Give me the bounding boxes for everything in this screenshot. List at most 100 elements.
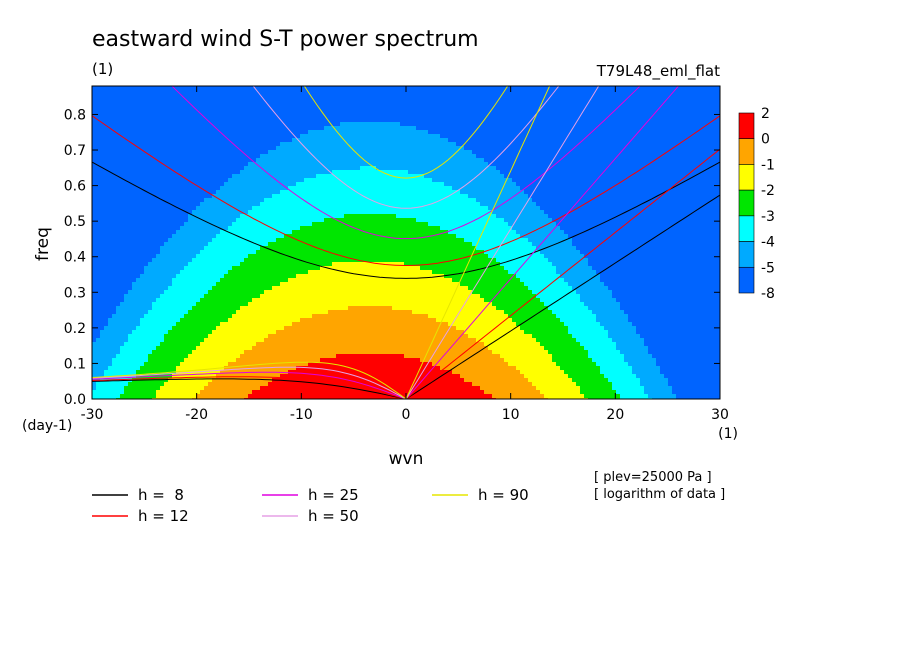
heatmap-cell — [312, 370, 317, 375]
heatmap-cell — [96, 258, 101, 263]
heatmap-cell — [96, 150, 101, 155]
heatmap-cell — [176, 134, 181, 139]
heatmap-cell — [212, 102, 217, 107]
heatmap-cell — [164, 286, 169, 291]
heatmap-cell — [256, 302, 261, 307]
heatmap-cell — [260, 318, 265, 323]
heatmap-cell — [308, 306, 313, 311]
heatmap-cell — [228, 94, 233, 99]
heatmap-cell — [224, 162, 229, 167]
heatmap-cell — [268, 130, 273, 135]
heatmap-cell — [336, 314, 341, 319]
heatmap-cell — [264, 338, 269, 343]
heatmap-cell — [128, 114, 133, 119]
heatmap-cell — [192, 242, 197, 247]
heatmap-cell — [264, 130, 269, 135]
heatmap-cell — [164, 218, 169, 223]
heatmap-cell — [300, 122, 305, 127]
heatmap-cell — [116, 218, 121, 223]
heatmap-cell — [224, 386, 229, 391]
heatmap-cell — [188, 218, 193, 223]
heatmap-cell — [228, 222, 233, 227]
heatmap-cell — [332, 150, 337, 155]
heatmap-cell — [168, 178, 173, 183]
heatmap-cell — [320, 198, 325, 203]
heatmap-cell — [124, 346, 129, 351]
heatmap-cell — [240, 302, 245, 307]
heatmap-cell — [248, 110, 253, 115]
heatmap-cell — [240, 330, 245, 335]
heatmap-cell — [160, 302, 165, 307]
heatmap-cell — [264, 166, 269, 171]
heatmap-cell — [268, 262, 273, 267]
heatmap-cell — [244, 322, 249, 327]
heatmap-cell — [192, 262, 197, 267]
heatmap-cell — [336, 138, 341, 143]
heatmap-cell — [272, 174, 277, 179]
heatmap-cell — [124, 106, 129, 111]
heatmap-cell — [276, 366, 281, 371]
heatmap-cell — [92, 382, 97, 387]
heatmap-cell — [112, 382, 117, 387]
heatmap-cell — [216, 218, 221, 223]
heatmap-cell — [192, 166, 197, 171]
heatmap-cell — [132, 258, 137, 263]
heatmap-cell — [132, 262, 137, 267]
heatmap-cell — [220, 350, 225, 355]
heatmap-cell — [228, 102, 233, 107]
heatmap-cell — [204, 326, 209, 331]
heatmap-cell — [140, 246, 145, 251]
heatmap-cell — [132, 330, 137, 335]
heatmap-cell — [268, 218, 273, 223]
heatmap-cell — [216, 282, 221, 287]
heatmap-cell — [180, 250, 185, 255]
heatmap-cell — [172, 218, 177, 223]
heatmap-cell — [124, 110, 129, 115]
heatmap-cell — [224, 346, 229, 351]
heatmap-cell — [316, 130, 321, 135]
heatmap-cell — [248, 254, 253, 259]
heatmap-cell — [280, 298, 285, 303]
heatmap-cell — [128, 94, 133, 99]
heatmap-cell — [296, 270, 301, 275]
heatmap-cell — [208, 266, 213, 271]
heatmap-cell — [164, 250, 169, 255]
heatmap-cell — [108, 202, 113, 207]
heatmap-cell — [232, 306, 237, 311]
heatmap-cell — [192, 238, 197, 243]
heatmap-cell — [280, 214, 285, 219]
heatmap-cell — [248, 346, 253, 351]
heatmap-cell — [100, 382, 105, 387]
heatmap-cell — [164, 334, 169, 339]
heatmap-cell — [164, 214, 169, 219]
heatmap-cell — [292, 162, 297, 167]
heatmap-cell — [128, 390, 133, 395]
heatmap-cell — [260, 326, 265, 331]
heatmap-cell — [220, 206, 225, 211]
heatmap-cell — [132, 266, 137, 271]
heatmap-cell — [120, 210, 125, 215]
heatmap-cell — [224, 322, 229, 327]
heatmap-cell — [96, 114, 101, 119]
heatmap-cell — [232, 242, 237, 247]
heatmap-cell — [196, 258, 201, 263]
heatmap-cell — [284, 298, 289, 303]
heatmap-cell — [240, 270, 245, 275]
heatmap-cell — [320, 378, 325, 383]
heatmap-cell — [232, 258, 237, 263]
heatmap-cell — [232, 338, 237, 343]
heatmap-cell — [124, 154, 129, 159]
heatmap-cell — [296, 390, 301, 395]
heatmap-cell — [104, 98, 109, 103]
heatmap-cell — [248, 326, 253, 331]
heatmap-cell — [164, 390, 169, 395]
heatmap-cell — [188, 106, 193, 111]
heatmap-cell — [280, 90, 285, 95]
heatmap-cell — [268, 318, 273, 323]
heatmap-cell — [236, 126, 241, 131]
heatmap-cell — [316, 238, 321, 243]
heatmap-cell — [228, 274, 233, 279]
heatmap-cell — [148, 114, 153, 119]
heatmap-cell — [292, 206, 297, 211]
heatmap-cell — [276, 98, 281, 103]
